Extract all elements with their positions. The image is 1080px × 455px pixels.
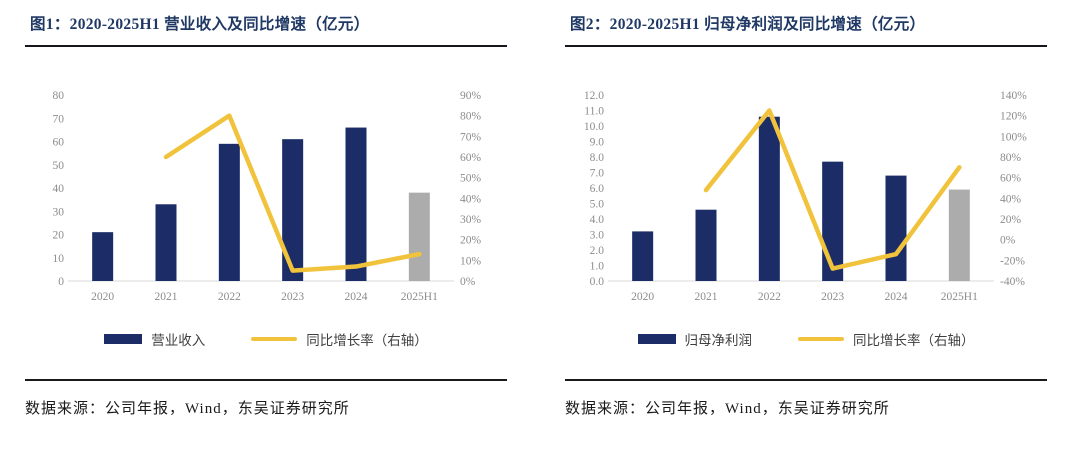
- figure-panel-2: 图2：2020-2025H1 归母净利润及同比增速（亿元） 0.0 1.0 2.0 3…: [565, 0, 1047, 418]
- svg-text:2020: 2020: [631, 291, 654, 303]
- svg-text:0%: 0%: [1000, 235, 1016, 247]
- svg-text:2024: 2024: [345, 291, 368, 303]
- svg-text:10%: 10%: [460, 255, 482, 267]
- svg-text:50: 50: [53, 160, 65, 172]
- figure2-legend: 归母净利润 同比增长率（右轴）: [565, 329, 1047, 349]
- figure1-title: 图1：2020-2025H1 营业收入及同比增速（亿元）: [25, 0, 507, 47]
- report-figures-row: 图1：2020-2025H1 营业收入及同比增速（亿元） 0 10 20 30 40 50…: [25, 0, 1047, 418]
- svg-text:30: 30: [53, 206, 65, 218]
- line-series-swatch: [251, 336, 298, 342]
- svg-text:70%: 70%: [460, 131, 482, 143]
- bar-series-swatch: [637, 334, 676, 344]
- svg-text:0: 0: [58, 276, 64, 288]
- figure2-title: 图2：2020-2025H1 归母净利润及同比增速（亿元）: [565, 0, 1047, 47]
- figure2-chart-area: 0.0 1.0 2.0 3.0 4.0 5.0 6.0 7.0 8.0 9.0 10.0 11.0 12…: [565, 73, 1047, 319]
- svg-text:10: 10: [53, 253, 65, 265]
- bar-series-swatch: [104, 334, 143, 344]
- svg-text:40: 40: [53, 183, 65, 195]
- svg-text:140%: 140%: [1000, 90, 1027, 102]
- svg-text:2.0: 2.0: [590, 245, 605, 257]
- line-series-swatch: [798, 336, 844, 342]
- svg-text:2023: 2023: [821, 291, 844, 303]
- legend-item-revenue: 营业收入: [104, 329, 205, 349]
- svg-text:0%: 0%: [460, 276, 476, 288]
- svg-text:-40%: -40%: [1000, 276, 1025, 288]
- svg-text:120%: 120%: [1000, 111, 1027, 123]
- svg-text:2024: 2024: [885, 291, 908, 303]
- legend-item-growth: 同比增长率（右轴）: [798, 329, 975, 349]
- net-profit-growth-chart: 0.0 1.0 2.0 3.0 4.0 5.0 6.0 7.0 8.0 9.0 10.0 11.0 12…: [584, 90, 1027, 303]
- svg-text:20%: 20%: [460, 235, 482, 247]
- svg-text:9.0: 9.0: [590, 137, 605, 149]
- svg-text:2022: 2022: [218, 291, 241, 303]
- separator-line: [25, 379, 507, 381]
- svg-text:3.0: 3.0: [590, 230, 605, 242]
- svg-text:10.0: 10.0: [584, 121, 604, 133]
- svg-text:80%: 80%: [1000, 152, 1022, 164]
- figure1-legend: 营业收入 同比增长率（右轴）: [25, 329, 507, 349]
- svg-text:4.0: 4.0: [590, 214, 605, 226]
- svg-text:0.0: 0.0: [590, 276, 605, 288]
- svg-text:2021: 2021: [695, 291, 718, 303]
- legend-label-net-profit: 归母净利润: [684, 333, 753, 348]
- svg-text:70: 70: [53, 113, 65, 125]
- svg-text:1.0: 1.0: [590, 261, 605, 273]
- svg-text:11.0: 11.0: [584, 106, 604, 118]
- svg-text:20%: 20%: [1000, 214, 1022, 226]
- revenue-growth-chart: 0 10 20 30 40 50 60 70 80 0% 10% 20% 30% 40% 50% 60% 70%…: [53, 90, 482, 303]
- svg-text:2021: 2021: [155, 291, 178, 303]
- legend-label-revenue: 营业收入: [151, 333, 206, 348]
- svg-text:80%: 80%: [460, 111, 482, 123]
- svg-text:8.0: 8.0: [590, 152, 605, 164]
- legend-label-growth: 同比增长率（右轴）: [306, 333, 428, 348]
- svg-text:40%: 40%: [460, 193, 482, 205]
- svg-text:40%: 40%: [1000, 193, 1022, 205]
- figure2-data-source: 数据来源：公司年报，Wind，东吴证券研究所: [565, 401, 890, 417]
- svg-text:6.0: 6.0: [590, 183, 605, 195]
- svg-text:90%: 90%: [460, 90, 482, 102]
- figure1-data-source: 数据来源：公司年报，Wind，东吴证券研究所: [25, 401, 350, 417]
- figure1-chart-area: 0 10 20 30 40 50 60 70 80 0% 10% 20% 30% 40% 50% 60% 70%…: [25, 73, 507, 319]
- svg-text:5.0: 5.0: [590, 199, 605, 211]
- svg-text:60%: 60%: [460, 152, 482, 164]
- svg-text:7.0: 7.0: [590, 168, 605, 180]
- svg-text:2020: 2020: [91, 291, 114, 303]
- svg-text:2023: 2023: [281, 291, 304, 303]
- legend-label-growth: 同比增长率（右轴）: [853, 333, 975, 348]
- legend-item-net-profit: 归母净利润: [637, 329, 753, 349]
- svg-text:60%: 60%: [1000, 173, 1022, 185]
- svg-text:30%: 30%: [460, 214, 482, 226]
- svg-text:50%: 50%: [460, 173, 482, 185]
- svg-text:100%: 100%: [1000, 131, 1027, 143]
- svg-text:2022: 2022: [758, 291, 781, 303]
- figure-panel-1: 图1：2020-2025H1 营业收入及同比增速（亿元） 0 10 20 30 40 50…: [25, 0, 507, 418]
- svg-text:2025H1: 2025H1: [941, 291, 978, 303]
- legend-item-growth: 同比增长率（右轴）: [251, 329, 428, 349]
- svg-text:12.0: 12.0: [584, 90, 604, 102]
- svg-text:20: 20: [53, 230, 65, 242]
- separator-line: [565, 379, 1047, 381]
- svg-text:80: 80: [53, 90, 65, 102]
- svg-text:60: 60: [53, 137, 65, 149]
- svg-text:-20%: -20%: [1000, 255, 1025, 267]
- svg-text:2025H1: 2025H1: [401, 291, 438, 303]
